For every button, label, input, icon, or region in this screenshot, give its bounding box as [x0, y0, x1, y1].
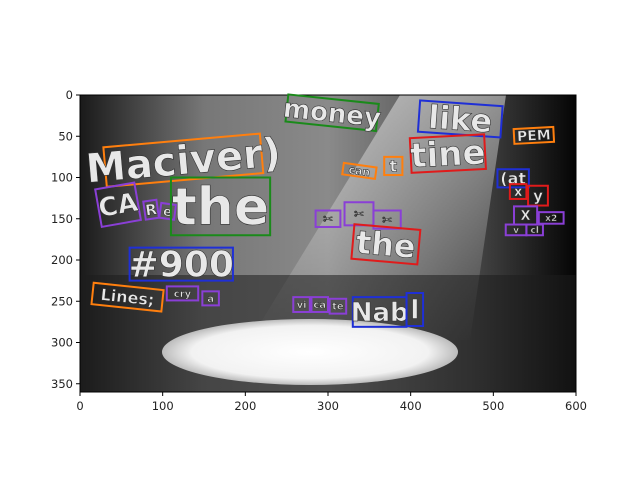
word-annotation: t	[383, 155, 404, 177]
annotation-word: te	[332, 302, 344, 313]
annotation-word: CA	[96, 188, 140, 224]
annotation-box	[537, 211, 565, 225]
word-annotation: x	[508, 183, 528, 200]
annotation-word: vi	[297, 300, 307, 311]
annotation-word: can	[348, 163, 371, 179]
y-tick-label: 50	[58, 129, 73, 143]
annotation-box	[372, 209, 402, 230]
x-tick-label: 500	[482, 399, 504, 413]
x-tick-label: 300	[317, 399, 339, 413]
annotation-word: ✂	[354, 207, 364, 221]
annotation-box	[310, 296, 330, 313]
annotation-word: X	[521, 209, 531, 224]
annotation-box	[201, 290, 220, 307]
y-tick-label: 0	[66, 88, 73, 102]
annotation-word: a	[207, 294, 214, 305]
annotation-word: Nab	[351, 298, 409, 328]
annotation-word: x	[514, 185, 523, 200]
annotation-box	[512, 125, 556, 145]
word-annotation: Nab	[350, 296, 409, 328]
annotation-box	[508, 183, 528, 200]
word-annotation: PEM	[512, 125, 556, 145]
word-annotation: x2	[537, 211, 565, 225]
annotation-box	[350, 223, 422, 266]
word-annotation: ✂	[372, 209, 402, 230]
word-annotation: tine	[408, 132, 487, 177]
annotation-box	[496, 168, 530, 189]
annotation-box	[383, 155, 404, 177]
x-tick-label: 200	[234, 399, 256, 413]
y-tick-label: 350	[51, 377, 73, 391]
annotation-box	[169, 176, 272, 237]
word-annotation: Lines;	[90, 281, 165, 313]
word-annotation: the	[169, 176, 272, 238]
annotation-word: y	[533, 187, 543, 205]
annotation-word: tine	[409, 133, 486, 177]
y-tick-label: 300	[51, 336, 73, 350]
annotation-word: ✂	[323, 212, 333, 226]
annotation-word: v	[513, 226, 519, 236]
word-annotation: ca	[310, 296, 330, 313]
y-tick-label: 250	[51, 294, 73, 308]
annotation-word: #900	[129, 245, 234, 286]
word-annotation: Maciver)	[84, 129, 283, 193]
x-axis: 0 100 200 300 400 500 600	[76, 392, 587, 413]
y-tick-label: 200	[51, 253, 73, 267]
annotation-box	[94, 181, 143, 229]
x-tick-label: 100	[152, 399, 174, 413]
annotation-box	[158, 201, 178, 221]
annotation-box	[314, 209, 342, 228]
x-tick-label: 0	[76, 399, 83, 413]
word-annotation: cry	[165, 285, 200, 302]
annotation-box	[525, 223, 544, 237]
word-annotation: CA	[94, 181, 143, 229]
word-annotation: #900	[128, 244, 234, 286]
word-annotation: ✂	[314, 209, 342, 228]
y-axis: 0 50 100 150 200 250 300 350	[51, 88, 80, 391]
word-annotation: a	[201, 290, 220, 307]
y-tick-label: 100	[51, 171, 73, 185]
annotation-word: R	[144, 200, 158, 219]
annotation-box	[128, 246, 234, 282]
annotation-box	[328, 297, 348, 315]
annotation-word: Maciver)	[84, 130, 283, 193]
annotation-word: l	[410, 296, 419, 326]
annotation-word: cry	[174, 289, 192, 300]
annotation-word: ✂	[382, 213, 392, 227]
annotation-box	[292, 296, 311, 313]
x-tick-label: 400	[400, 399, 422, 413]
annotation-box	[142, 198, 161, 221]
annotation-box	[408, 133, 487, 174]
annotation-box	[341, 161, 378, 181]
annotation-box	[284, 93, 380, 133]
word-annotation: te	[328, 297, 348, 315]
word-annotation: cl	[525, 223, 544, 237]
word-annotation: can	[341, 161, 378, 181]
annotation-box	[416, 99, 504, 139]
annotation-box	[165, 285, 200, 302]
annotation-word: t	[389, 157, 397, 176]
annotation-word: cl	[530, 226, 538, 236]
word-annotation: l	[405, 292, 425, 327]
word-annotation: e	[158, 201, 178, 221]
annotation-word: ca	[313, 300, 326, 311]
annotation-word: e	[162, 204, 173, 220]
x-tick-label: 600	[565, 399, 587, 413]
annotation-word: x2	[545, 214, 557, 224]
annotation-word: PEM	[517, 127, 552, 145]
annotation-box	[90, 281, 165, 313]
annotation-word: the	[354, 223, 417, 266]
annotation-word: the	[172, 178, 269, 238]
annotation-box	[405, 292, 425, 327]
spotlight-photo	[80, 95, 576, 392]
word-annotation: R	[142, 198, 161, 221]
annotation-box	[102, 132, 265, 188]
word-annotation: the	[350, 223, 422, 266]
word-annotation: like	[416, 98, 504, 141]
y-tick-label: 150	[51, 212, 73, 226]
word-annotation: vi	[292, 296, 311, 313]
